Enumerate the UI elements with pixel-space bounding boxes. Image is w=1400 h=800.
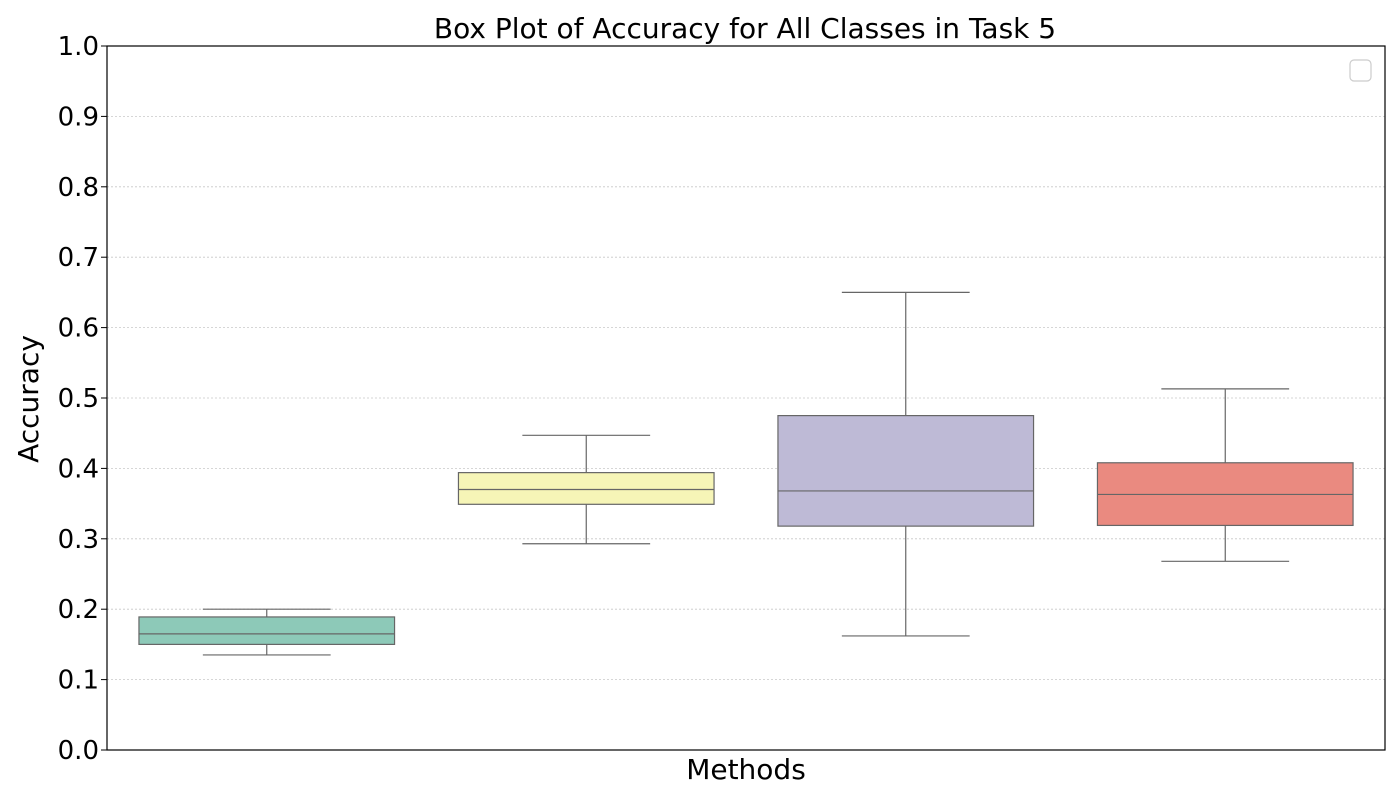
box-2 bbox=[457, 434, 715, 545]
y-tick-label: 0.3 bbox=[58, 525, 99, 555]
y-tick-label: 0.8 bbox=[58, 173, 99, 203]
box-body bbox=[777, 415, 1035, 527]
box-4 bbox=[1096, 388, 1354, 562]
box-1 bbox=[138, 608, 396, 656]
y-tick-label: 0.7 bbox=[58, 243, 99, 273]
y-tick-label: 0.6 bbox=[58, 314, 99, 344]
box-3 bbox=[777, 291, 1035, 637]
chart-title: Box Plot of Accuracy for All Classes in … bbox=[434, 12, 1056, 45]
y-tick-label: 0.4 bbox=[58, 454, 99, 484]
y-tick-label: 1.0 bbox=[58, 32, 99, 62]
y-axis-title: Accuracy bbox=[12, 335, 45, 463]
legend-box bbox=[1349, 59, 1372, 82]
x-axis-title: Methods bbox=[686, 753, 806, 786]
y-tick-label: 0.9 bbox=[58, 102, 99, 132]
y-tick-label: 0.2 bbox=[58, 595, 99, 625]
y-tick-label: 0.0 bbox=[58, 736, 99, 766]
y-tick-label: 0.1 bbox=[58, 666, 99, 696]
box-body bbox=[138, 616, 396, 645]
boxes-group bbox=[138, 291, 1354, 656]
grid-lines bbox=[107, 116, 1385, 680]
y-axis-ticks: 0.0 0.1 0.2 0.3 0.4 0.5 0.6 0.7 0.8 0.9 1.0 bbox=[58, 32, 107, 766]
box-body bbox=[457, 472, 715, 505]
y-tick-label: 0.5 bbox=[58, 384, 99, 414]
